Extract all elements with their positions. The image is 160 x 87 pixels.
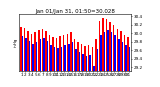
Bar [45, 31, 47, 71]
Bar [102, 18, 104, 71]
Bar [64, 45, 66, 71]
Bar [124, 35, 125, 71]
Bar [89, 55, 91, 71]
Bar [59, 36, 61, 71]
Y-axis label: inHg: inHg [14, 38, 18, 47]
Bar [77, 42, 79, 71]
Bar [25, 38, 27, 71]
Bar [100, 35, 102, 71]
Bar [56, 38, 57, 71]
Bar [125, 45, 127, 71]
Bar [24, 28, 25, 71]
Bar [29, 41, 30, 71]
Bar [38, 30, 40, 71]
Bar [54, 47, 55, 71]
Bar [104, 32, 105, 71]
Bar [82, 54, 84, 71]
Bar [86, 56, 87, 71]
Bar [74, 39, 75, 71]
Bar [81, 44, 82, 71]
Bar [72, 42, 73, 71]
Bar [47, 41, 48, 71]
Bar [95, 39, 97, 71]
Bar [114, 35, 116, 71]
Bar [79, 52, 80, 71]
Bar [122, 42, 123, 71]
Bar [120, 31, 122, 71]
Bar [52, 37, 54, 71]
Bar [127, 37, 129, 71]
Bar [22, 36, 23, 71]
Bar [106, 19, 107, 71]
Bar [50, 45, 52, 71]
Bar [43, 38, 45, 71]
Bar [116, 29, 118, 71]
Bar [107, 30, 109, 71]
Bar [129, 47, 130, 71]
Bar [34, 32, 36, 71]
Bar [49, 35, 50, 71]
Bar [109, 22, 111, 71]
Bar [20, 27, 22, 71]
Bar [68, 44, 70, 71]
Bar [70, 32, 72, 71]
Bar [36, 42, 37, 71]
Bar [97, 49, 98, 71]
Bar [31, 34, 32, 71]
Bar [42, 29, 43, 71]
Bar [113, 25, 114, 71]
Bar [61, 47, 62, 71]
Bar [99, 21, 100, 71]
Bar [32, 44, 34, 71]
Bar [92, 47, 93, 71]
Bar [84, 46, 86, 71]
Title: Jan 01/Jan 31, 01:50=30.028: Jan 01/Jan 31, 01:50=30.028 [35, 9, 115, 14]
Bar [93, 66, 95, 71]
Bar [88, 45, 89, 71]
Bar [57, 48, 59, 71]
Bar [27, 31, 29, 71]
Bar [75, 49, 77, 71]
Bar [67, 34, 68, 71]
Bar [111, 32, 112, 71]
Bar [118, 39, 120, 71]
Bar [40, 39, 41, 71]
Bar [63, 35, 64, 71]
